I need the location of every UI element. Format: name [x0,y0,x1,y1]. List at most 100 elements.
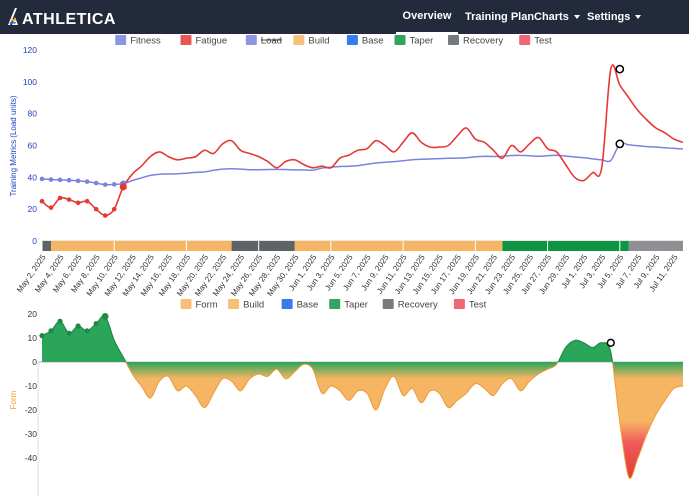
fitness-point [75,178,81,184]
nav-settings-label: Settings [587,11,631,23]
legend-swatch-fatigue [180,35,192,45]
y-tick-label: 10 [28,333,38,343]
legend-label-taper: Taper [344,300,368,311]
brand-logo[interactable]: ATHLETICA [6,4,120,30]
form-point [93,321,99,327]
legend-swatch-build [293,35,305,45]
fatigue-line [41,64,684,217]
chart1-plot [39,64,684,218]
legend-label-load: Load [261,36,282,47]
nav-training-plan[interactable]: Training Plan [465,0,534,34]
fitness-point [93,180,99,186]
legend-swatch-taper [329,299,341,309]
legend-swatch-recovery [448,35,459,45]
fitness-line [41,142,684,186]
legend-label-form: Form [196,300,218,311]
legend-item-taper: Taper [394,35,434,47]
legend-item-test: Test [453,299,487,311]
legend-item-base: Base [281,299,319,311]
legend-label-test: Test [534,36,552,47]
fatigue-point [57,195,63,201]
y-tick-label: -20 [25,405,38,415]
form-point [39,333,45,339]
phase-band-recovery [231,241,295,251]
legend-label-test: Test [469,300,487,311]
y-axis-title: Form [9,390,18,409]
phase-band-test [628,241,683,251]
form-point [66,330,72,336]
nav-overview-label: Overview [402,10,452,22]
athletica-logo-icon: ATHLETICA [8,8,115,28]
y-tick-label: -10 [25,381,38,391]
fatigue-point [48,205,54,210]
phase-band-build [51,241,232,251]
phase-band-recovery [42,241,52,251]
fitness-point [84,179,90,184]
legend-item-base: Base [346,35,384,47]
y-tick-label: 20 [28,309,38,319]
legend-label-base: Base [362,36,384,47]
legend-swatch-recovery [382,299,394,309]
y-tick-label: 40 [28,172,38,182]
y-tick-label: 60 [28,141,38,151]
nav-charts-dropdown[interactable]: Charts [534,0,580,34]
legend-item-taper: Taper [329,299,368,311]
form-area-negative [42,362,683,479]
annotation-marker-form [606,338,615,347]
fatigue-point [39,198,45,204]
legend-label-build: Build [243,300,264,311]
form-point [57,318,63,324]
nav-charts-label: Charts [534,11,569,23]
legend-label-fatigue: Fatigue [196,36,228,47]
fatigue-point [84,198,90,204]
legend-item-recovery: Recovery [382,299,438,311]
fitness-point [48,177,54,182]
fatigue-point [93,206,99,212]
legend-swatch-taper [394,35,406,45]
legend-swatch-load [245,35,257,45]
y-tick-label: 100 [23,77,37,87]
nav-overview[interactable]: Overview [396,0,458,34]
legend-swatch-fitness [115,35,127,45]
legend-item-fitness: Fitness [115,35,161,47]
legend-item-build: Build [293,35,330,47]
y-tick-label: -30 [25,429,38,439]
y-tick-label: 20 [28,204,38,214]
nav-settings-dropdown[interactable]: Settings [587,0,642,34]
annotation-marker-fitness [615,139,625,149]
legend-label-taper: Taper [410,36,434,47]
form-point [75,323,81,329]
legend-swatch-build [228,299,240,309]
legend-label-build: Build [308,36,329,47]
fatigue-point [66,197,72,202]
y-tick-label: 0 [32,357,37,367]
chart2-plot [39,313,684,479]
phase-bands [41,241,683,251]
legend-item-test: Test [519,35,552,47]
fitness-point [57,177,63,183]
y-tick-label: -40 [25,453,38,463]
chevron-down-icon [635,15,642,19]
fitness-point [111,182,117,187]
fatigue-point [111,206,117,212]
form-point [84,328,90,334]
legend-swatch-base [281,299,293,309]
top-navbar: ATHLETICA Overview Training Plan Charts … [0,0,689,34]
nav-training-plan-label: Training Plan [465,11,535,23]
legend-swatch-test [453,299,465,309]
y-tick-label: 120 [23,45,37,55]
legend-item-build: Build [228,299,264,311]
legend-item-fatigue: Fatigue [180,35,228,47]
fatigue-point [102,213,108,218]
legend-item-form: Form [180,299,218,311]
y-tick-label: 0 [32,236,37,246]
legend-item-recovery: Recovery [448,35,503,47]
fatigue-point [75,200,81,206]
legend-swatch-test [519,35,531,45]
form-point [48,328,54,334]
legend-label-base: Base [297,300,319,311]
form-line-negative [125,362,684,479]
phase-band-build [294,241,503,251]
fitness-point [66,177,72,183]
